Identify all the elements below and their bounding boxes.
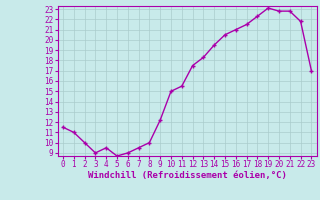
- X-axis label: Windchill (Refroidissement éolien,°C): Windchill (Refroidissement éolien,°C): [88, 171, 287, 180]
